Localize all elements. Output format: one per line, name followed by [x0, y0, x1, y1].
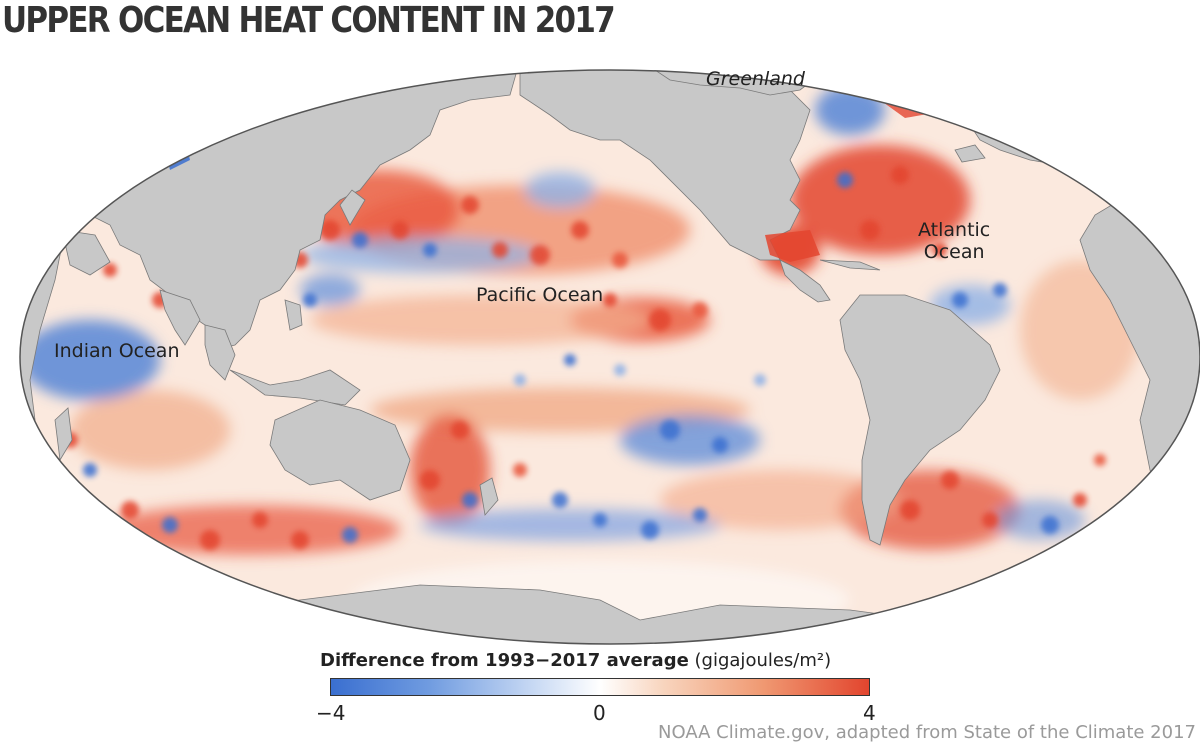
land-indonesia — [229, 369, 361, 406]
atlantic-label-line1: Atlantic — [918, 219, 991, 241]
page-title: UPPER OCEAN HEAT CONTENT IN 2017 — [2, 0, 616, 41]
legend-title-unit: (gigajoules/m²) — [694, 650, 832, 671]
land-central-america — [779, 259, 831, 303]
land-iceland — [954, 144, 986, 163]
legend-color-bar — [330, 678, 870, 696]
globe-outline — [19, 69, 1200, 645]
atlantic-ocean-label: Atlantic Ocean — [918, 219, 990, 263]
anomaly-speckle — [62, 166, 1106, 550]
land-south-america — [839, 294, 1001, 546]
land-africa-west — [1079, 199, 1200, 521]
land-caribbean — [819, 259, 881, 271]
land-southeast-asia — [204, 324, 236, 381]
legend-tick-zero: 0 — [593, 701, 606, 725]
atlantic-label-line2: Ocean — [923, 241, 985, 263]
source-credit: NOAA Climate.gov, adapted from State of … — [658, 722, 1196, 743]
land-japan — [339, 189, 366, 226]
gulf-of-mexico-warm — [765, 230, 820, 262]
land-arabia — [61, 229, 111, 276]
legend-tick-max: 4 — [863, 701, 876, 725]
land-india — [159, 289, 201, 346]
land-philippines — [284, 299, 303, 331]
land-australia — [269, 399, 411, 501]
greenland-label: Greenland — [706, 68, 805, 90]
legend-tick-min: −4 — [316, 701, 346, 725]
indian-ocean-label: Indian Ocean — [54, 340, 180, 362]
land-new-zealand — [479, 477, 499, 516]
legend-title-main: Difference from 1993−2017 average — [320, 650, 689, 671]
land-greenland — [638, 70, 821, 96]
legend-title: Difference from 1993−2017 average (gigaj… — [320, 650, 831, 671]
land-madagascar — [54, 407, 73, 462]
pacific-ocean-label: Pacific Ocean — [476, 284, 604, 306]
